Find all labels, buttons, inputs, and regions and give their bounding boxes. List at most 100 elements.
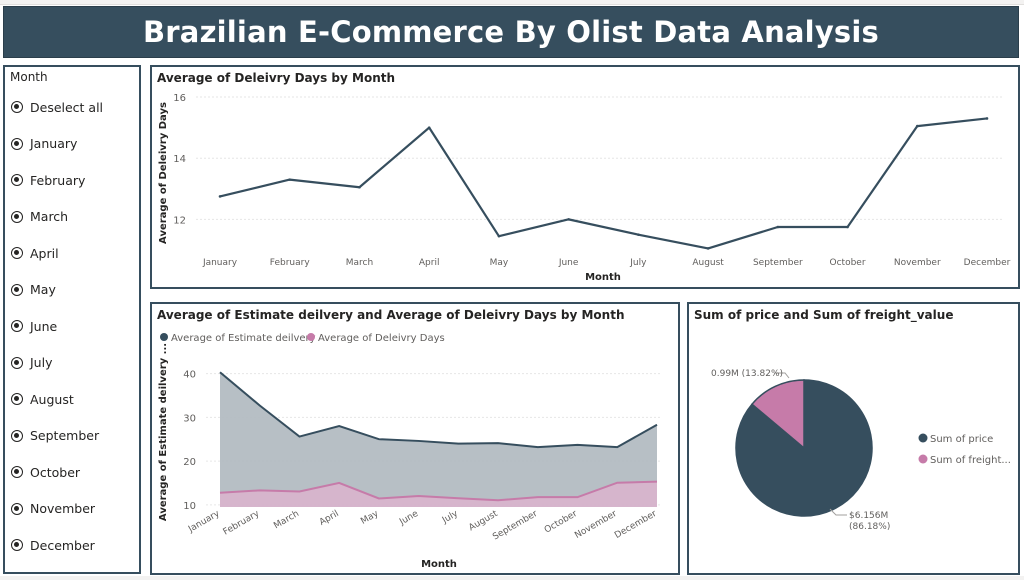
area-chart-svg: Average of Estimate deilvery Average of D… (158, 333, 662, 570)
radio-button-icon[interactable] (11, 466, 23, 478)
x-tick-label: August (467, 509, 500, 534)
x-tick-label: May (359, 509, 381, 527)
x-tick-label: April (419, 258, 440, 268)
slicer-item-july[interactable]: July (11, 354, 52, 372)
slicer-item-label: August (30, 391, 74, 407)
slicer-item-label: November (30, 501, 96, 516)
slicer-item-label: October (30, 464, 81, 480)
slicer-item-may[interactable]: May (11, 281, 56, 299)
x-tick-label: September (491, 509, 539, 543)
radio-button-icon[interactable] (11, 356, 23, 369)
slicer-item-label: January (30, 136, 78, 151)
y-tick-label: 12 (173, 215, 186, 226)
x-tick-label: January (186, 509, 222, 536)
slicer-item-label: July (30, 355, 53, 370)
series-line-average-of-estimate-deilvery (219, 371, 658, 449)
estimate-vs-delivery-area-chart[interactable]: Average of Estimate deilvery and Average… (150, 302, 680, 575)
radio-button-icon[interactable] (11, 429, 23, 442)
data-point (637, 233, 640, 236)
area-fill-average-of-deleivry-days (220, 481, 657, 507)
data-point (985, 117, 989, 120)
y-tick-label: 14 (173, 154, 186, 165)
slicer-item-october[interactable]: October (11, 463, 80, 481)
slicer-item-deselect-all[interactable]: Deselect all (11, 98, 103, 116)
data-label-price: $6.156M (849, 511, 888, 521)
y-tick-label: 20 (183, 457, 196, 468)
data-point (915, 124, 919, 128)
legend-label-average-of-estimate-deilvery: Average of Estimate deilvery (171, 333, 316, 344)
radio-button-icon[interactable] (11, 101, 23, 113)
radio-button-icon[interactable] (11, 210, 23, 223)
legend-marker-icon (918, 454, 928, 464)
x-tick-label: February (222, 509, 262, 538)
x-tick-label: November (573, 509, 619, 541)
legend-marker-icon (307, 333, 315, 341)
series-line-average-of-deleivry-days (219, 117, 988, 250)
pie-slice-sum-of-freight (750, 379, 805, 450)
line-chart-title: Average of Deleivry Days by Month (157, 71, 396, 85)
data-point (846, 225, 849, 229)
legend-marker-icon (160, 333, 168, 341)
line-chart-svg: 12 14 16 January February March April May June Ju… (158, 93, 1011, 283)
leader-line (829, 508, 847, 516)
slicer-item-november[interactable]: November (11, 500, 95, 518)
y-axis-label: Average of Deleivry Days (158, 102, 169, 244)
dashboard-title: Brazilian E-Commerce By Olist Data Analy… (143, 15, 879, 49)
slicer-item-february[interactable]: February (11, 171, 85, 189)
x-tick-label: November (894, 258, 941, 268)
x-tick-label: January (202, 258, 238, 268)
legend-label-sum-of-freight: Sum of freight... (930, 455, 1011, 466)
x-tick-label: March (272, 509, 301, 531)
radio-button-icon[interactable] (11, 393, 23, 405)
radio-button-icon[interactable] (11, 137, 23, 150)
radio-button-icon[interactable] (11, 320, 23, 332)
slicer-item-label: March (30, 209, 69, 224)
data-label-price-pct: (86.18%) (849, 522, 890, 532)
x-tick-label: September (753, 258, 803, 268)
slicer-item-august[interactable]: August (11, 390, 74, 408)
slicer-item-june[interactable]: June (11, 317, 57, 335)
x-axis-label: Month (421, 559, 457, 570)
radio-button-icon[interactable] (11, 502, 23, 515)
radio-button-icon[interactable] (11, 539, 23, 551)
top-toolbar-strip (0, 0, 1024, 5)
pie-chart-svg: 0.99M (13.82%) $6.156M(86.18%) Sum of pric… (711, 369, 1011, 532)
slicer-item-march[interactable]: March (11, 208, 68, 226)
radio-button-icon[interactable] (11, 247, 23, 259)
data-point (358, 185, 361, 189)
legend-label-sum-of-price: Sum of price (930, 434, 993, 445)
price-freight-pie-chart[interactable]: Sum of price and Sum of freight_value 0.… (687, 302, 1020, 575)
slicer-item-label: April (30, 245, 59, 261)
x-tick-label: December (613, 509, 659, 541)
pie-slice-sum-of-price (735, 379, 873, 517)
x-tick-label: June (397, 509, 420, 528)
data-label-freight: 0.99M (13.82%) (711, 369, 783, 379)
dashboard-title-banner: Brazilian E-Commerce By Olist Data Analy… (3, 6, 1019, 58)
x-tick-label: October (830, 258, 866, 268)
slicer-item-april[interactable]: April (11, 244, 59, 262)
delivery-days-line-chart[interactable]: Average of Deleivry Days by Month 12 14 16… (150, 65, 1020, 289)
x-tick-label: March (346, 258, 373, 268)
data-point (497, 234, 501, 238)
slicer-item-september[interactable]: September (11, 427, 99, 445)
x-tick-label: June (558, 258, 579, 268)
radio-button-icon[interactable] (11, 283, 23, 296)
x-tick-label: July (629, 258, 647, 268)
slicer-item-label: December (30, 537, 95, 553)
slicer-item-december[interactable]: December (11, 536, 95, 554)
slicer-item-label: February (30, 172, 86, 188)
y-tick-label: 10 (183, 501, 196, 512)
area-chart-title: Average of Estimate deilvery and Average… (157, 308, 625, 322)
x-tick-label: April (318, 509, 341, 528)
radio-button-icon[interactable] (11, 174, 23, 186)
series-line-average-of-deleivry-days (219, 480, 658, 502)
data-point (567, 218, 570, 221)
x-tick-label: February (270, 258, 311, 268)
month-slicer: Month Deselect all January February March Ap… (3, 65, 141, 574)
slicer-item-label: May (30, 282, 56, 297)
slicer-item-january[interactable]: January (11, 135, 77, 153)
slicer-item-label: September (30, 428, 100, 443)
x-axis-label: Month (585, 272, 621, 283)
x-tick-label: May (490, 258, 509, 268)
area-fill-average-of-estimate-deilvery (220, 372, 657, 507)
